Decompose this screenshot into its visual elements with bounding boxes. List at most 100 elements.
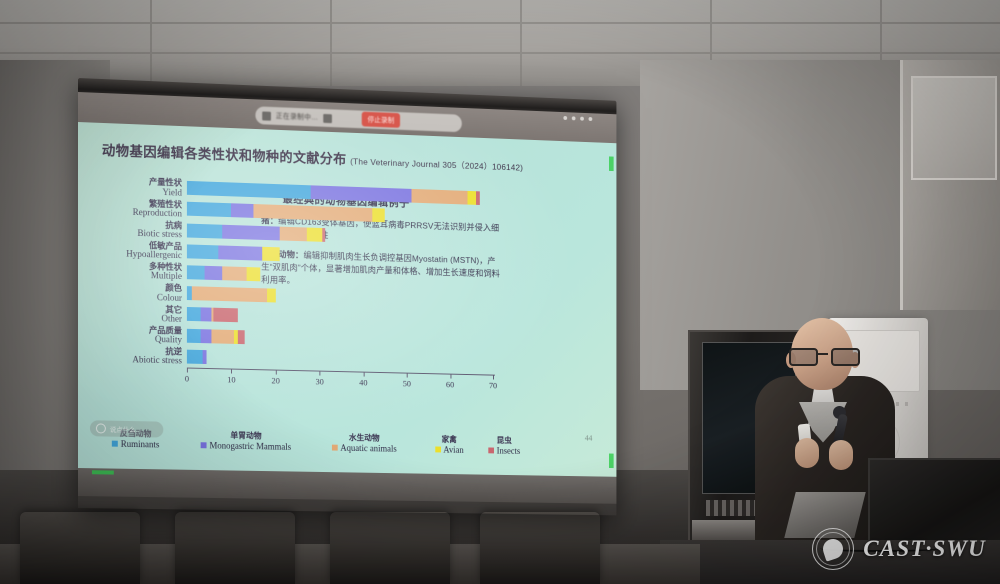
- chart-category-label: 颜色 Colour: [88, 282, 187, 303]
- legend-label-en: Avian: [443, 444, 464, 455]
- axis-tick: [493, 375, 494, 380]
- chair: [20, 512, 140, 584]
- curtain: [800, 62, 862, 312]
- axis-tick-label: 70: [488, 380, 498, 390]
- axis-tick: [450, 374, 452, 379]
- legend-item-avian[interactable]: 家禽 Avian: [434, 434, 464, 455]
- legend-row: Aquatic animals: [331, 443, 397, 454]
- pause-icon[interactable]: [323, 113, 332, 123]
- axis-tick-label: 20: [271, 375, 280, 386]
- stacked-bar-chart: 产量性状 Yield 繁殖性状 Reproduction 抗病 Biotic stress…: [88, 174, 498, 432]
- projector-edge-marker: [609, 156, 614, 172]
- chart-category-label: 产品质量 Quality: [88, 324, 187, 345]
- swirl-glyph: [820, 536, 846, 562]
- dot-icon: [563, 115, 568, 121]
- chart-category-label: 多种性状 Multiple: [88, 260, 187, 281]
- smiley-icon: [95, 423, 106, 434]
- chart-category-label: 抗逆 Abiotic stress: [88, 345, 187, 366]
- axis-tick: [275, 370, 277, 375]
- window-pane: [911, 76, 997, 180]
- chart-stacked-bar[interactable]: [186, 202, 386, 223]
- bar-segment-avian: [467, 191, 476, 206]
- ceiling-grid: [0, 0, 1000, 86]
- chart-stacked-bar[interactable]: [186, 286, 276, 303]
- axis-tick: [363, 372, 365, 377]
- dot-icon: [571, 116, 576, 121]
- bar-segment-avian: [372, 208, 386, 223]
- bar-segment-ruminants: [186, 307, 201, 322]
- bar-segment-avian: [262, 246, 281, 261]
- legend-swatch: [488, 447, 494, 454]
- eyeglasses-icon: [789, 348, 860, 366]
- legend-swatch: [200, 442, 207, 449]
- axis-tick-label: 0: [184, 373, 190, 384]
- slide-page-number: 44: [584, 433, 593, 443]
- chair: [480, 512, 600, 584]
- legend-label-cn: 单胃动物: [230, 430, 262, 441]
- axis-tick: [406, 373, 408, 378]
- bar-segment-aquatic-animals: [211, 328, 234, 344]
- legend-row: Monogastric Mammals: [200, 440, 292, 452]
- legend-label-cn: 昆虫: [496, 435, 512, 445]
- slide-title-reference: (The Veterinary Journal 305（2024）106142): [350, 156, 524, 173]
- chart-stacked-bar[interactable]: [186, 265, 261, 282]
- legend-swatch: [111, 440, 118, 447]
- bar-segment-monogastric-mammals: [222, 224, 281, 241]
- axis-tick-label: 30: [315, 376, 324, 387]
- presenter-hand-left: [795, 438, 819, 468]
- bar-segment-aquatic-animals: [191, 286, 267, 303]
- bar-segment-ruminants: [186, 202, 232, 218]
- chart-category-label: 繁殖性状 Reproduction: [88, 197, 187, 219]
- chart-stacked-bar[interactable]: [186, 307, 239, 323]
- watermark: CAST·SWU: [812, 528, 986, 570]
- legend-label-en: Monogastric Mammals: [209, 440, 292, 452]
- bar-segment-ruminants: [186, 349, 203, 364]
- watermark-text: CAST·SWU: [863, 536, 986, 561]
- chart-legend: 反刍动物 Ruminants 单胃动物 Monogastric Mammals 水生动物…: [111, 428, 592, 464]
- chair: [175, 512, 295, 584]
- dot-icon: [580, 116, 584, 121]
- bar-segment-aquatic-animals: [222, 266, 247, 281]
- chart-stacked-bar[interactable]: [186, 328, 245, 344]
- legend-label-en: Insects: [496, 445, 521, 456]
- legend-item-insects[interactable]: 昆虫 Insects: [488, 435, 520, 456]
- legend-item-monogastric-mammals[interactable]: 单胃动物 Monogastric Mammals: [200, 429, 292, 452]
- bar-segment-ruminants: [186, 244, 219, 260]
- chart-stacked-bar[interactable]: [186, 349, 207, 364]
- legend-label-en: Ruminants: [120, 438, 160, 450]
- bar-segment-aquatic-animals: [280, 226, 307, 241]
- projection-screen: 正在录制中… 停止录制 动物基因编辑各类性状和物种的文献分布 (The Vete…: [78, 78, 617, 515]
- chart-bars: 产量性状 Yield 繁殖性状 Reproduction 抗病 Biotic stress…: [88, 174, 495, 374]
- chair: [330, 512, 450, 584]
- chart-stacked-bar[interactable]: [186, 223, 325, 242]
- bar-segment-ruminants: [186, 181, 311, 200]
- monitor[interactable]: [868, 458, 1000, 554]
- axis-tick: [231, 369, 233, 374]
- comment-input[interactable]: 说点什么...: [89, 420, 164, 438]
- chart-category-label: 其它 Other: [88, 303, 187, 324]
- chart-category-label: 产量性状 Yield: [88, 176, 187, 198]
- bar-segment-avian: [246, 267, 261, 282]
- legend-swatch: [331, 444, 338, 451]
- signal-icon: [262, 110, 271, 121]
- recording-toolbar[interactable]: 正在录制中…: [255, 106, 462, 133]
- chart-stacked-bar[interactable]: [186, 244, 281, 261]
- axis-tick-label: 10: [227, 374, 236, 385]
- window: [900, 60, 1000, 310]
- presenter-ear-right: [850, 352, 860, 368]
- projector-edge-marker: [609, 453, 614, 469]
- slide-canvas: 动物基因编辑各类性状和物种的文献分布 (The Veterinary Journ…: [78, 122, 617, 477]
- recording-status-text: 正在录制中…: [275, 113, 319, 122]
- bar-segment-insects: [475, 191, 481, 206]
- stop-recording-button[interactable]: 停止录制: [361, 111, 401, 128]
- slide-title-cn: 动物基因编辑各类性状和物种的文献分布: [101, 142, 347, 167]
- window-control-dots[interactable]: [563, 115, 593, 122]
- bar-segment-monogastric-mammals: [218, 245, 263, 261]
- bar-segment-monogastric-mammals: [202, 349, 207, 364]
- chart-category-label: 低敏产品 Hypoallergenic: [88, 239, 187, 260]
- axis-tick: [319, 371, 321, 376]
- legend-item-aquatic-animals[interactable]: 水生动物 Aquatic animals: [331, 432, 397, 454]
- bar-segment-aquatic-animals: [411, 189, 468, 205]
- bar-segment-monogastric-mammals: [310, 185, 412, 203]
- legend-label-cn: 水生动物: [348, 433, 380, 443]
